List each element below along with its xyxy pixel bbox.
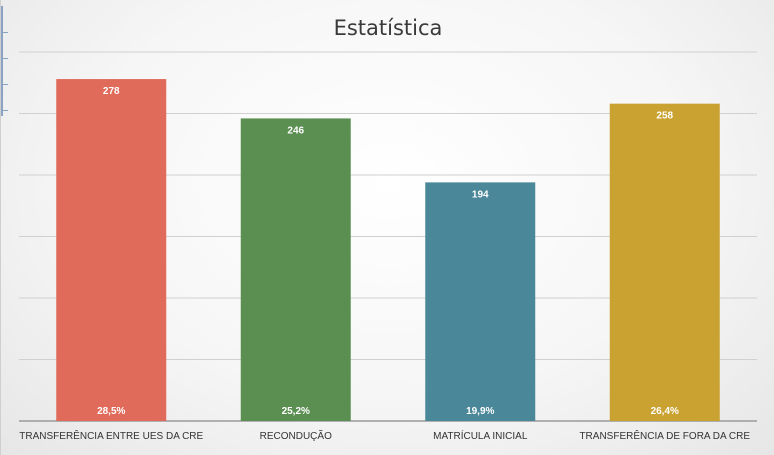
category-label: TRANSFERÊNCIA DE FORA DA CRE — [579, 429, 750, 442]
data-label-value: 278 — [103, 86, 120, 97]
chart-title: Estatística — [333, 16, 443, 40]
category-label: RECONDUÇÃO — [260, 429, 332, 442]
data-label-value: 246 — [287, 125, 304, 136]
bar-3 — [425, 182, 536, 421]
data-label-percent: 19,9% — [466, 406, 494, 417]
data-label-percent: 25,2% — [282, 406, 310, 417]
labels: 278 28,5% TRANSFERÊNCIA ENTRE UES DA CRE 24… — [19, 86, 750, 442]
data-label-percent: 28,5% — [97, 406, 125, 417]
data-label-value: 194 — [472, 189, 489, 200]
bar-4 — [609, 103, 720, 421]
category-label: TRANSFERÊNCIA ENTRE UES DA CRE — [19, 429, 203, 442]
category-label: MATRÍCULA INICIAL — [433, 429, 528, 442]
left-edge-marks — [1, 6, 9, 116]
data-label-percent: 26,4% — [651, 406, 679, 417]
bar-1 — [56, 79, 167, 421]
bar-2 — [240, 118, 351, 422]
bars — [56, 79, 720, 422]
data-label-value: 258 — [656, 111, 673, 122]
